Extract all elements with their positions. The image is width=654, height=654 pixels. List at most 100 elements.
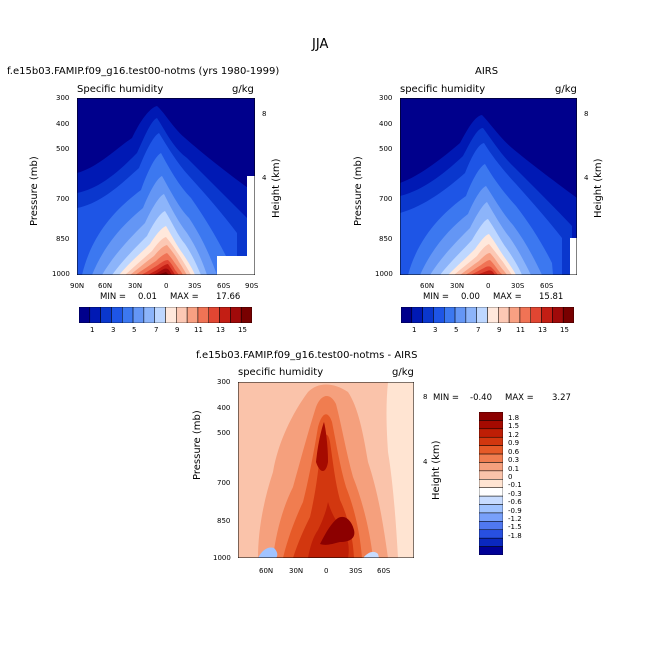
- left-ytick: 1000: [52, 270, 70, 278]
- diff-ytick: 1000: [213, 554, 231, 562]
- diff-cb-label: -1.5: [508, 523, 522, 532]
- diff-min-label: MIN =: [433, 393, 460, 403]
- left-xtick: 90S: [245, 282, 259, 290]
- colorbar-swatch: [476, 307, 488, 323]
- level-0.1: [386, 382, 414, 558]
- left-xtick: 0: [164, 282, 169, 290]
- level-14: [475, 270, 495, 275]
- right-ytick: 500: [379, 145, 393, 153]
- left-ytick: 300: [56, 94, 70, 102]
- colorbar-swatch: [132, 307, 145, 323]
- right-panel-title: AIRS: [475, 66, 499, 77]
- diff-xtick: 0: [324, 567, 329, 575]
- diff-cb-label: 0.6: [508, 447, 520, 456]
- colorbar-swatch: [89, 307, 101, 323]
- left-min-value: 0.01: [138, 292, 157, 302]
- diff-cb-label: -0.1: [508, 481, 522, 490]
- colorbar-swatch: [479, 495, 503, 505]
- left-cb-label: 7: [154, 326, 159, 334]
- right-cb-label: 9: [497, 326, 502, 334]
- colorbar-swatch: [508, 307, 521, 323]
- left-y2label: Height (km): [271, 158, 282, 218]
- colorbar-swatch: [479, 470, 503, 480]
- diff-xtick: 30N: [289, 567, 304, 575]
- colorbar-swatch: [479, 479, 503, 488]
- left-panel-title: f.e15b03.FAMIP.f09_g16.test00-notms (yrs…: [7, 66, 280, 77]
- right-cb-label: 1: [412, 326, 417, 334]
- right-max-label: MAX =: [493, 292, 522, 302]
- diff-ytick: 300: [217, 378, 231, 386]
- left-y2tick: 4: [262, 174, 267, 182]
- right-xtick: 60N: [420, 282, 435, 290]
- right-y2tick: 8: [584, 110, 589, 118]
- diff-xtick: 60N: [259, 567, 274, 575]
- diff-panel-title: f.e15b03.FAMIP.f09_g16.test00-notms - AI…: [196, 350, 418, 361]
- diff-cb-label: 0.9: [508, 439, 520, 448]
- diff-cb-label: -0.9: [508, 506, 522, 515]
- missing-data-region: [570, 238, 577, 275]
- right-cb-label: 13: [538, 326, 547, 334]
- left-ytick: 400: [56, 120, 70, 128]
- right-units: g/kg: [555, 84, 577, 95]
- left-cb-label: 11: [194, 326, 203, 334]
- left-cb-label: 3: [111, 326, 116, 334]
- figure-title: JJA: [312, 37, 329, 52]
- colorbar-swatch: [79, 307, 91, 323]
- missing-data-region: [247, 176, 255, 256]
- colorbar-swatch: [100, 307, 112, 323]
- colorbar-swatch: [479, 512, 503, 522]
- diff-max-value: 3.27: [552, 393, 571, 403]
- colorbar-swatch: [541, 307, 553, 323]
- colorbar-swatch: [208, 307, 220, 323]
- left-min-label: MIN =: [100, 292, 127, 302]
- right-min-value: 0.00: [461, 292, 480, 302]
- colorbar-swatch: [422, 307, 434, 323]
- colorbar-swatch: [479, 504, 503, 514]
- right-cb-label: 15: [560, 326, 569, 334]
- colorbar-swatch: [479, 462, 503, 472]
- right-max-value: 15.81: [539, 292, 564, 302]
- right-ytick: 700: [379, 195, 393, 203]
- left-cb-label: 13: [216, 326, 225, 334]
- right-cb-label: 11: [516, 326, 525, 334]
- diff-cb-label: 1.8: [508, 414, 520, 422]
- colorbar-swatch: [465, 307, 477, 323]
- right-min-label: MIN =: [423, 292, 450, 302]
- colorbar-swatch: [479, 546, 503, 555]
- left-y2tick: 8: [262, 110, 267, 118]
- colorbar-swatch: [230, 307, 242, 323]
- diff-y2tick: 4: [423, 458, 428, 466]
- colorbar-swatch: [562, 307, 574, 323]
- colorbar-swatch: [165, 307, 177, 323]
- right-y2label: Height (km): [593, 158, 604, 218]
- right-colorbar: [401, 307, 574, 323]
- colorbar-swatch: [454, 307, 467, 323]
- colorbar-swatch: [176, 307, 188, 323]
- colorbar-swatch: [519, 307, 532, 323]
- diff-cb-label: 1.2: [508, 430, 520, 439]
- right-contour-plot: [400, 98, 577, 275]
- negative-region: [363, 551, 379, 558]
- left-ytick: 500: [56, 145, 70, 153]
- diff-xtick: 30S: [349, 567, 363, 575]
- diff-ytick: 700: [217, 479, 231, 487]
- diff-cb-label: 0: [508, 472, 513, 481]
- diff-contour-plot: [238, 382, 414, 558]
- diff-ytick: 500: [217, 429, 231, 437]
- colorbar-swatch: [479, 428, 503, 438]
- left-units: g/kg: [232, 84, 254, 95]
- colorbar-swatch: [479, 420, 503, 430]
- diff-cb-label: 0.3: [508, 456, 520, 465]
- diff-cb-label: 1.5: [508, 422, 520, 431]
- colorbar-swatch: [111, 307, 123, 323]
- diff-var-label: specific humidity: [238, 367, 324, 378]
- colorbar-swatch: [401, 307, 413, 323]
- left-max-label: MAX =: [170, 292, 199, 302]
- right-cb-label: 7: [476, 326, 481, 334]
- missing-data-region: [217, 256, 255, 275]
- right-ytick: 400: [379, 120, 393, 128]
- colorbar-swatch: [444, 307, 456, 323]
- right-cb-label: 5: [454, 326, 459, 334]
- colorbar-swatch: [479, 487, 503, 497]
- left-max-value: 17.66: [216, 292, 241, 302]
